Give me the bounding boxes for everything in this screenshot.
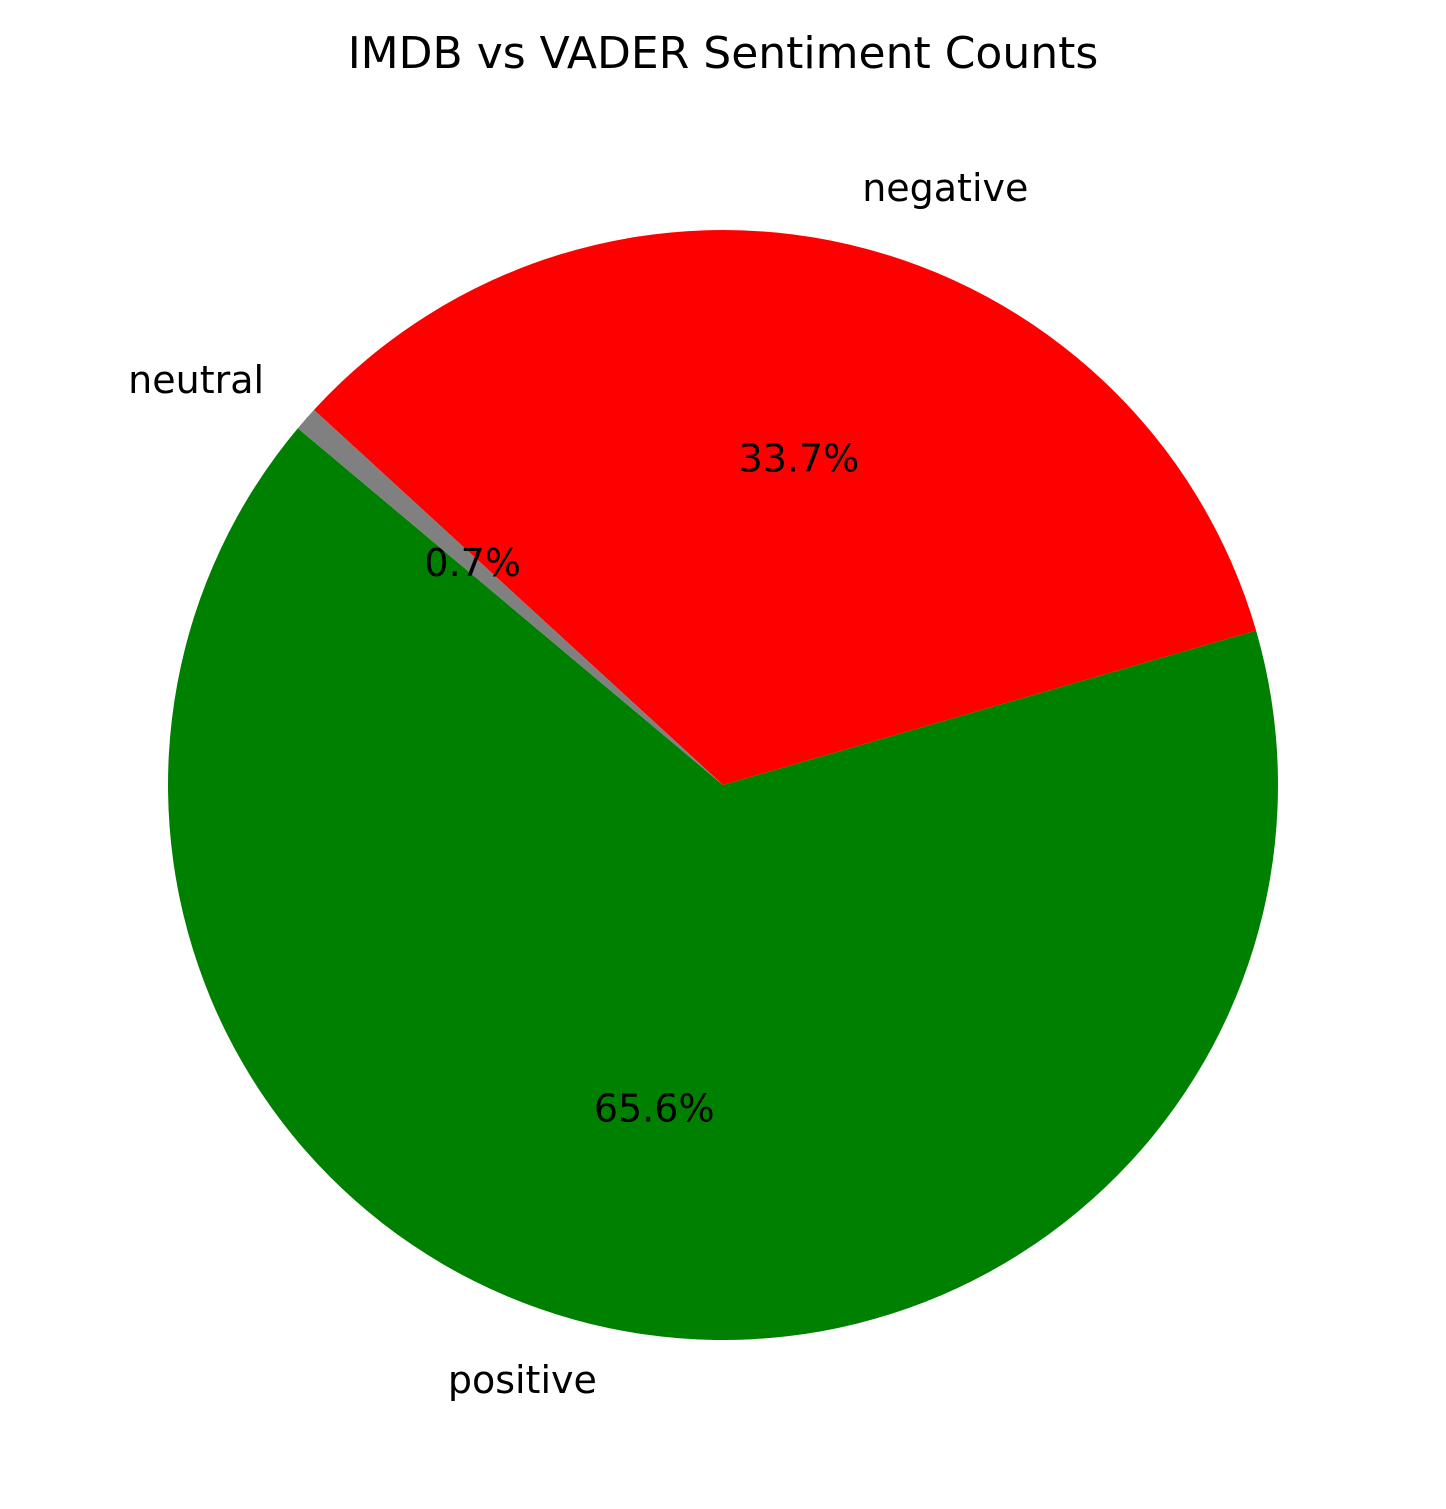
pie-labels: positive 65.6% negative 33.7% neutral 0.7%	[128, 166, 1028, 1402]
pie-slice-negative	[313, 229, 1257, 785]
slice-label-negative: negative	[862, 166, 1028, 210]
pct-label-positive: 65.6%	[594, 1086, 715, 1130]
pie-slice-positive	[167, 428, 1279, 1341]
pct-label-neutral: 0.7%	[424, 541, 521, 585]
pie-slice-neutral	[297, 409, 723, 785]
pie-slices	[167, 229, 1279, 1341]
slice-label-positive: positive	[448, 1358, 597, 1402]
slice-label-neutral: neutral	[128, 358, 264, 402]
pct-label-negative: 33.7%	[739, 436, 860, 480]
chart-title: IMDB vs VADER Sentiment Counts	[348, 28, 1099, 79]
